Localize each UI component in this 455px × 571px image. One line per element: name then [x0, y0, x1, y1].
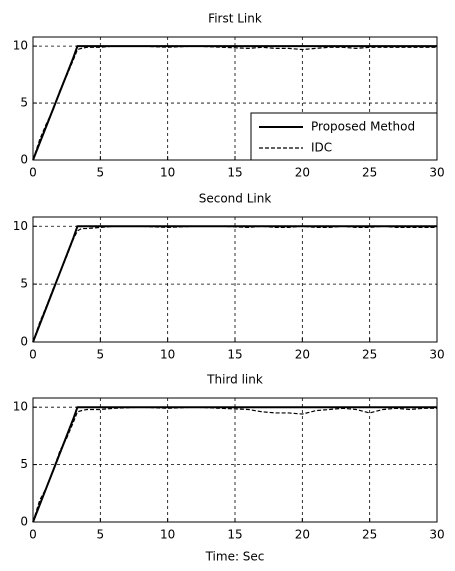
y-tick-label: 5 — [20, 277, 28, 291]
y-tick-label: 10 — [13, 39, 28, 53]
x-tick-label: 25 — [362, 348, 377, 362]
y-tick-label: 5 — [20, 457, 28, 471]
y-tick-label: 10 — [13, 219, 28, 233]
y-tick-label: 10 — [13, 400, 28, 414]
x-tick-label: 20 — [295, 166, 310, 180]
x-tick-label: 15 — [227, 166, 242, 180]
x-tick-label: 5 — [97, 166, 105, 180]
x-tick-label: 30 — [429, 348, 444, 362]
legend-label: IDC — [311, 141, 332, 155]
series-line — [32, 225, 437, 343]
x-tick-label: 25 — [362, 528, 377, 542]
series-line — [32, 45, 437, 161]
y-tick-label: 5 — [20, 96, 28, 110]
x-tick-label: 0 — [29, 166, 37, 180]
y-tick-label: 0 — [20, 335, 28, 349]
y-tick-label: 0 — [20, 153, 28, 167]
x-tick-label: 5 — [97, 528, 105, 542]
x-tick-label: 0 — [29, 528, 37, 542]
x-tick-label: 20 — [295, 348, 310, 362]
x-axis-label: Time: Sec — [205, 550, 265, 564]
x-tick-label: 10 — [160, 166, 175, 180]
x-tick-label: 0 — [29, 348, 37, 362]
axes-frame — [32, 36, 438, 161]
legend-label: Proposed Method — [311, 120, 415, 134]
legend-box — [250, 112, 438, 161]
series-line — [32, 406, 437, 523]
series-line — [32, 406, 437, 523]
axes-frame — [32, 397, 438, 523]
x-tick-label: 15 — [227, 528, 242, 542]
x-tick-label: 15 — [227, 348, 242, 362]
axes-frame — [32, 216, 438, 343]
chart-title: First Link — [208, 12, 262, 26]
x-tick-label: 10 — [160, 348, 175, 362]
chart-title: Second Link — [199, 192, 272, 206]
x-tick-label: 30 — [429, 166, 444, 180]
x-tick-label: 10 — [160, 528, 175, 542]
x-tick-label: 20 — [295, 528, 310, 542]
chart-title: Third link — [206, 373, 263, 387]
x-tick-label: 25 — [362, 166, 377, 180]
y-tick-label: 0 — [20, 515, 28, 529]
x-tick-label: 30 — [429, 528, 444, 542]
x-tick-label: 5 — [97, 348, 105, 362]
